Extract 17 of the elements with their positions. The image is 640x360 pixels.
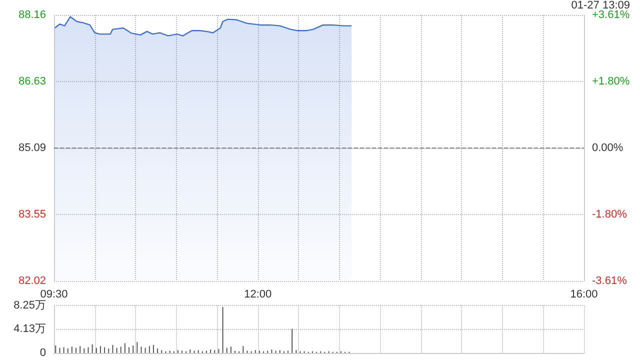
x-tick-label: 16:00 — [570, 288, 598, 300]
y2-tick-label: -1.80% — [592, 208, 628, 220]
text: 01-27 13:09 — [571, 0, 630, 12]
y-tick-label: 85.09 — [18, 142, 46, 154]
y2-tick-label: +1.80% — [592, 76, 630, 88]
x-tick-label: 12:00 — [244, 288, 272, 300]
x-tick-label: 09:30 — [40, 288, 68, 300]
y-tick-label: 0 — [40, 347, 46, 359]
y-tick-label: 86.63 — [18, 75, 46, 88]
y2-tick-label: 0.00% — [592, 142, 624, 154]
y2-tick-label: +3.61% — [592, 9, 630, 21]
y-tick-label: 83.55 — [18, 208, 46, 221]
y-tick-label: 88.16 — [18, 9, 46, 21]
y-tick-label: 4.13万 — [14, 323, 46, 336]
y-tick-label: 8.25万 — [14, 300, 46, 312]
y-tick-label: 82.02 — [18, 275, 46, 287]
y2-tick-label: -3.61% — [592, 275, 628, 287]
